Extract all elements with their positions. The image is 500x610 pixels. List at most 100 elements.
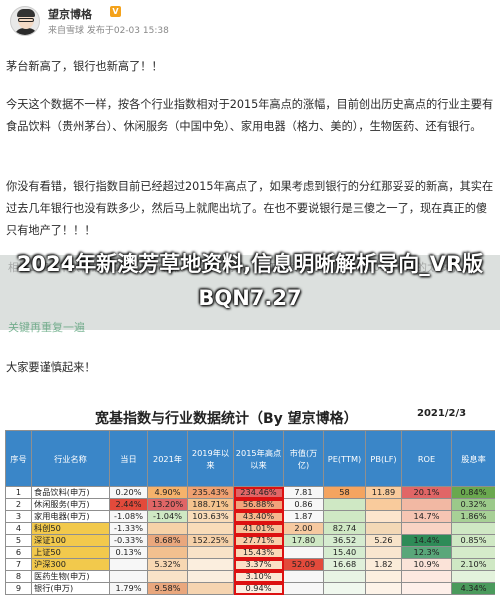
table-cell bbox=[451, 522, 495, 535]
table-cell: 15.43% bbox=[233, 546, 284, 559]
table-row: 5 深证100 -0.33% 8.68% 152.25% 27.71% 17.80 36.52… bbox=[5, 534, 495, 547]
table-cell: 6 bbox=[5, 546, 32, 559]
table-cell bbox=[187, 522, 234, 535]
post-header: 望京博格 V 来自雪球 发布于02-03 15:38 bbox=[0, 0, 500, 44]
table-cell: 43.40% bbox=[233, 510, 284, 523]
data-table-image: 宽基指数与行业数据统计（By 望京博格） 2021/2/3 序号 行业名称 当日 20… bbox=[5, 402, 495, 610]
industry-name-cell: 医药生物(申万) bbox=[31, 570, 110, 583]
table-cell: 103.63% bbox=[187, 510, 234, 523]
table-cell bbox=[401, 570, 452, 583]
table-cell: 0.94% bbox=[233, 582, 284, 595]
table-cell: 0.20% bbox=[109, 486, 148, 499]
table-cell: 12.3% bbox=[401, 546, 452, 559]
table-cell: 0.32% bbox=[451, 498, 495, 511]
username[interactable]: 望京博格 bbox=[48, 8, 92, 21]
table-cell: 1.87 bbox=[283, 510, 324, 523]
table-cell bbox=[147, 570, 188, 583]
table-cell bbox=[323, 510, 366, 523]
table-cell: 235.43% bbox=[187, 486, 234, 499]
column-header: 当日 bbox=[109, 430, 148, 487]
table-cell bbox=[147, 522, 188, 535]
table-cell: 1.79% bbox=[109, 582, 148, 595]
avatar[interactable] bbox=[10, 6, 40, 36]
table-row: 9 银行(申万) 1.79% 9.58% 0.94% 4.34% bbox=[5, 582, 495, 595]
table-cell: 17.80 bbox=[283, 534, 324, 547]
table-cell bbox=[323, 498, 366, 511]
table-cell: 13.20% bbox=[147, 498, 188, 511]
table-cell: -0.33% bbox=[109, 534, 148, 547]
table-cell: -1.08% bbox=[109, 510, 148, 523]
verified-badge-icon: V bbox=[110, 6, 121, 17]
table-cell: 2.00 bbox=[283, 522, 324, 535]
table-cell: -1.33% bbox=[109, 522, 148, 535]
table-cell: 3.37% bbox=[233, 558, 284, 571]
post-meta: 来自雪球 发布于02-03 15:38 bbox=[48, 26, 169, 36]
table-cell: 2.44% bbox=[109, 498, 148, 511]
table-cell: 4.90% bbox=[147, 486, 188, 499]
table-cell bbox=[365, 510, 402, 523]
table-cell bbox=[187, 558, 234, 571]
table-cell: 3 bbox=[5, 510, 32, 523]
table-cell bbox=[187, 582, 234, 595]
table-cell bbox=[365, 546, 402, 559]
table-cell bbox=[365, 498, 402, 511]
column-header: 2015年高点以来 bbox=[233, 430, 284, 487]
table-title-bar: 宽基指数与行业数据统计（By 望京博格） 2021/2/3 bbox=[5, 402, 495, 432]
industry-name-cell: 休闲服务(申万) bbox=[31, 498, 110, 511]
table-cell: 8.68% bbox=[147, 534, 188, 547]
table-row: 7 沪深300 5.32% 3.37% 52.09 16.68 1.82 10.9% 2.10% bbox=[5, 558, 495, 571]
table-cell: 234.46% bbox=[233, 486, 284, 499]
column-header: 股息率 bbox=[451, 430, 495, 487]
table-cell: 7 bbox=[5, 558, 32, 571]
table-cell bbox=[401, 522, 452, 535]
table-header-row: 序号 行业名称 当日 2021年 2019年以来 2015年高点以来 市值(万亿) PE(TT… bbox=[5, 430, 495, 487]
table-cell bbox=[323, 582, 366, 595]
table-cell bbox=[401, 498, 452, 511]
table-cell: 27.71% bbox=[233, 534, 284, 547]
table-cell: 1 bbox=[5, 486, 32, 499]
table-cell: 58 bbox=[323, 486, 366, 499]
table-cell bbox=[187, 546, 234, 559]
column-header: 序号 bbox=[5, 430, 32, 487]
table-row: 4 科创50 -1.33% 41.01% 2.00 82.74 bbox=[5, 522, 495, 535]
industry-name-cell: 科创50 bbox=[31, 522, 110, 535]
table-row: 2 休闲服务(申万) 2.44% 13.20% 188.71% 56.88% 0.86 0.3… bbox=[5, 498, 495, 511]
table-cell: 4.34% bbox=[451, 582, 495, 595]
table-cell: 3.10% bbox=[233, 570, 284, 583]
table-row: 3 家用电器(申万) -1.08% -1.04% 103.63% 43.40% 1.87 14… bbox=[5, 510, 495, 523]
column-header: 2021年 bbox=[147, 430, 188, 487]
table-cell: 2 bbox=[5, 498, 32, 511]
industry-name-cell: 家用电器(申万) bbox=[31, 510, 110, 523]
table-cell bbox=[451, 570, 495, 583]
table-cell: 1.82 bbox=[365, 558, 402, 571]
post-paragraph-4: 大家要谨慎起来！ bbox=[6, 361, 96, 374]
stats-table: 序号 行业名称 当日 2021年 2019年以来 2015年高点以来 市值(万亿) PE(TT… bbox=[5, 430, 495, 595]
table-cell: 11.89 bbox=[365, 486, 402, 499]
overlay-title: 2024年新澳芳草地资料,信息明晰解析导向_VR版BQN7.27 bbox=[16, 252, 484, 310]
table-cell: 9 bbox=[5, 582, 32, 595]
table-cell: 52.09 bbox=[283, 558, 324, 571]
table-cell: 188.71% bbox=[187, 498, 234, 511]
table-cell: 152.25% bbox=[187, 534, 234, 547]
table-cell: 41.01% bbox=[233, 522, 284, 535]
table-cell bbox=[323, 570, 366, 583]
industry-name-cell: 银行(申万) bbox=[31, 582, 110, 595]
table-cell: 2.10% bbox=[451, 558, 495, 571]
column-header: 行业名称 bbox=[31, 430, 110, 487]
table-cell: 8 bbox=[5, 570, 32, 583]
table-row: 8 医药生物(申万) 3.10% bbox=[5, 570, 495, 583]
table-cell bbox=[401, 582, 452, 595]
table-cell bbox=[147, 546, 188, 559]
table-cell: 4 bbox=[5, 522, 32, 535]
table-cell: 7.81 bbox=[283, 486, 324, 499]
table-row: 6 上证50 0.13% 15.43% 15.40 12.3% bbox=[5, 546, 495, 559]
table-cell: 1.86% bbox=[451, 510, 495, 523]
table-cell: 9.58% bbox=[147, 582, 188, 595]
table-cell: 20.1% bbox=[401, 486, 452, 499]
column-header: PE(TTM) bbox=[323, 430, 366, 487]
column-header: 市值(万亿) bbox=[283, 430, 324, 487]
table-cell: 56.88% bbox=[233, 498, 284, 511]
industry-name-cell: 沪深300 bbox=[31, 558, 110, 571]
post-paragraph-1: 茅台新高了，银行也新高了！！ bbox=[6, 60, 163, 73]
table-cell: 15.40 bbox=[323, 546, 366, 559]
